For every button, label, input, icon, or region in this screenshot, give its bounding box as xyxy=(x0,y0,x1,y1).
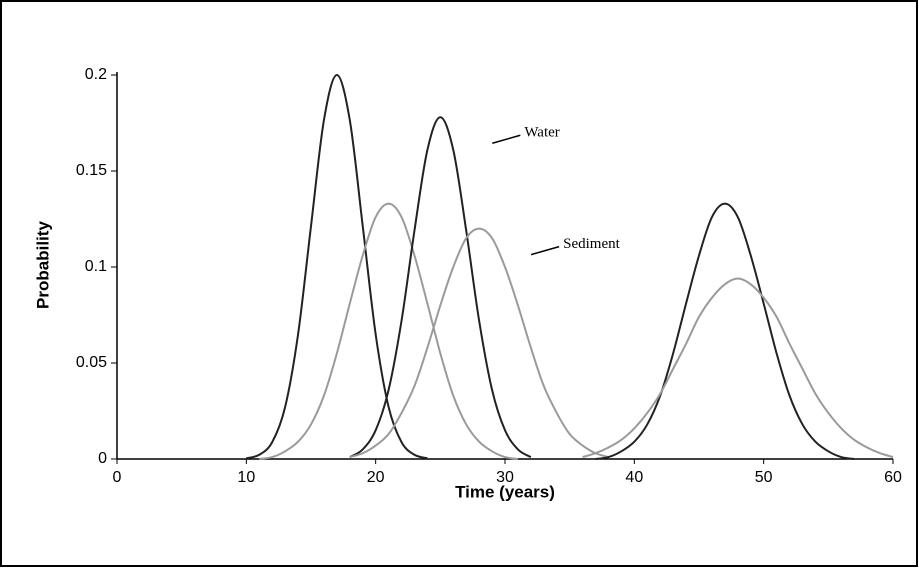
annotation-leader xyxy=(530,245,560,256)
y-tick-label: 0.2 xyxy=(85,66,107,83)
x-tick-label: 20 xyxy=(367,469,385,486)
y-tick-label: 0 xyxy=(98,450,107,467)
curve xyxy=(582,277,894,459)
y-tick-label: 0.15 xyxy=(76,162,107,179)
x-tick-label: 30 xyxy=(496,469,514,486)
curve xyxy=(349,116,532,458)
y-axis-title: Probability xyxy=(33,221,52,309)
x-tick-label: 50 xyxy=(755,469,773,486)
annotation-leader xyxy=(492,134,521,144)
curve xyxy=(246,73,428,460)
x-tick-label: 40 xyxy=(625,469,643,486)
curve xyxy=(595,202,855,460)
curve xyxy=(259,202,519,460)
curve xyxy=(349,227,609,459)
y-tick-label: 0.05 xyxy=(76,354,107,371)
x-axis-title: Time (years) xyxy=(455,482,555,501)
annotation: Sediment xyxy=(563,236,620,252)
x-tick-label: 60 xyxy=(884,469,902,486)
x-tick-label: 10 xyxy=(237,469,255,486)
y-tick-label: 0.1 xyxy=(85,258,107,275)
x-tick-label: 0 xyxy=(113,469,122,486)
annotation: Water xyxy=(524,125,559,141)
